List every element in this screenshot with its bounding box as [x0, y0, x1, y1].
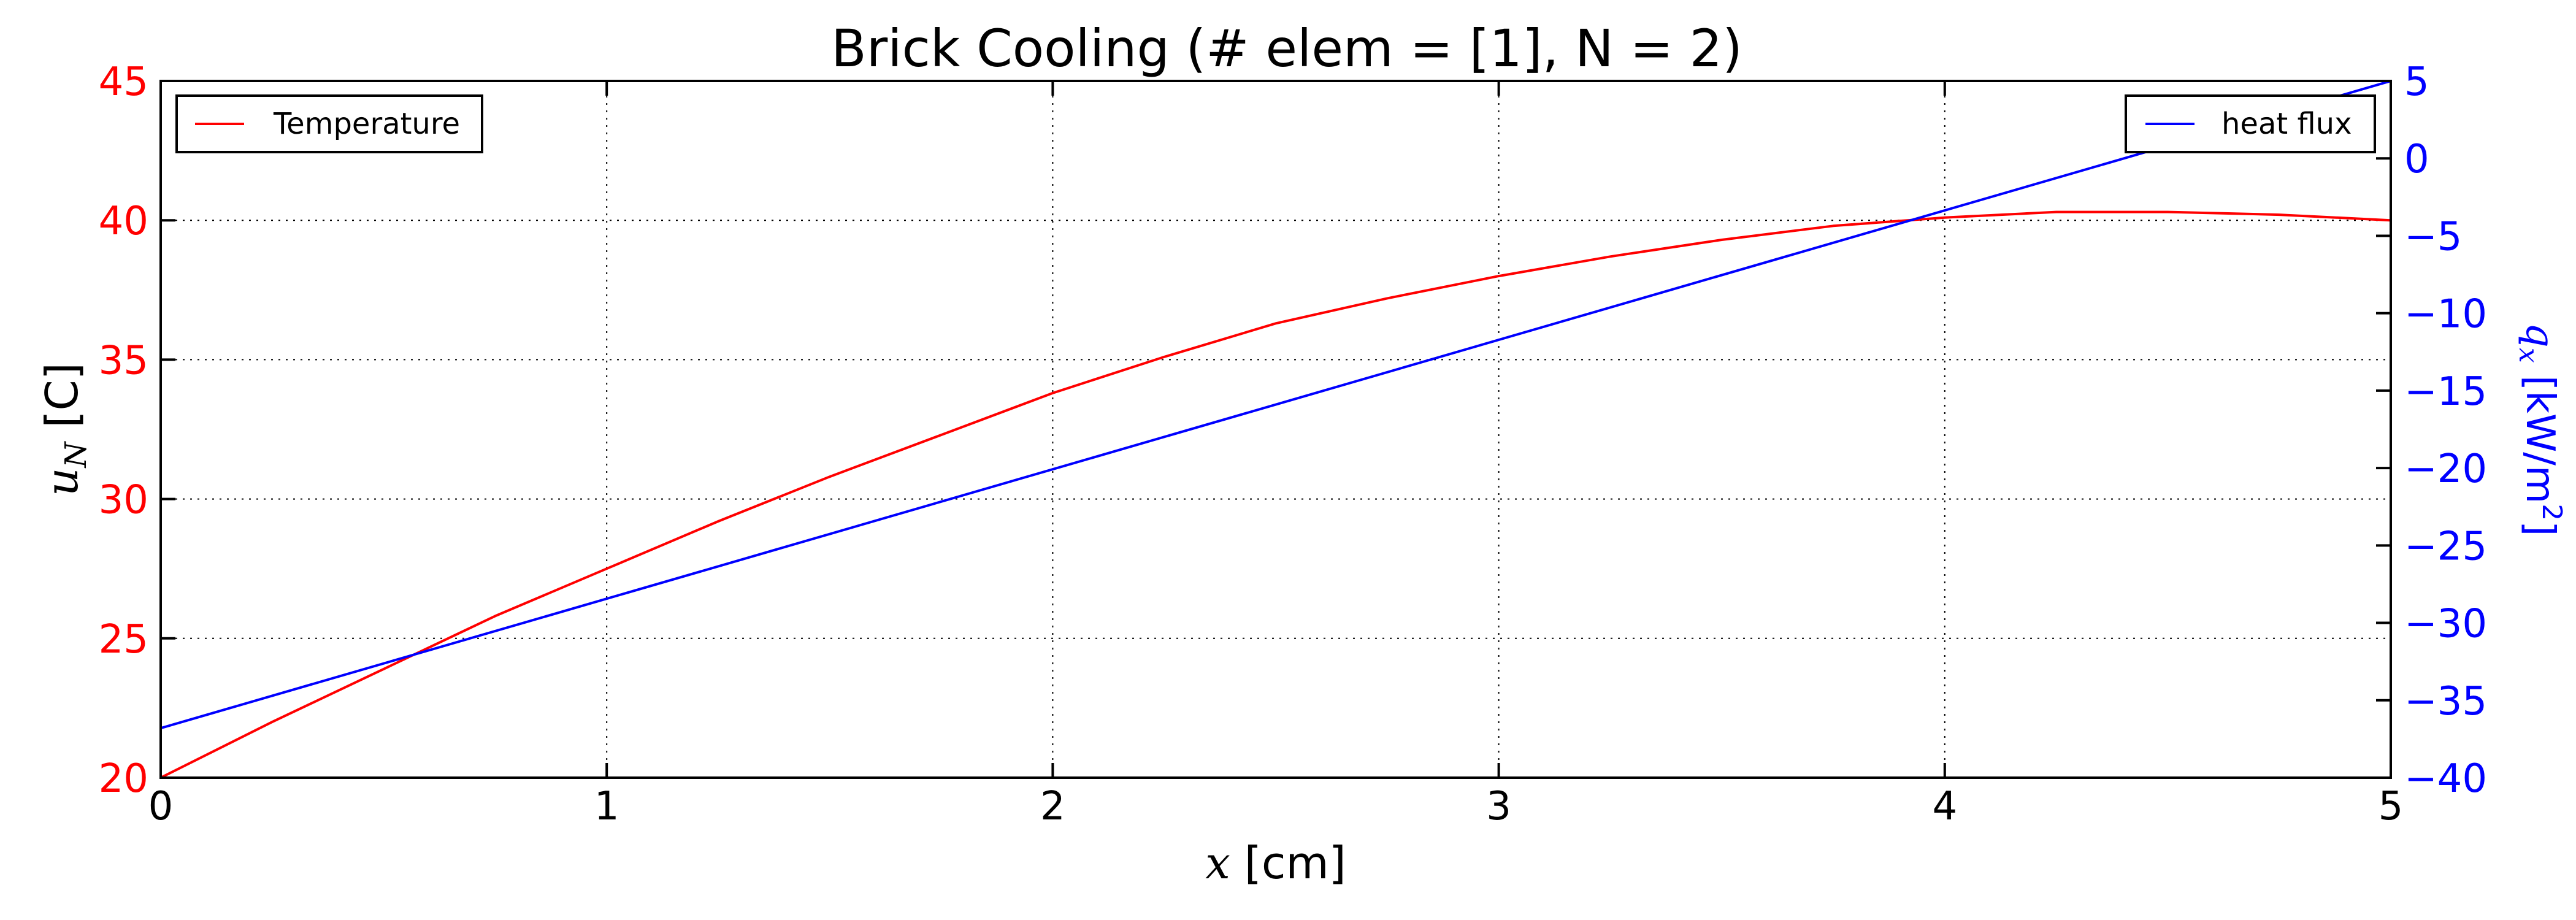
y-right-tick-label: −10 — [2404, 292, 2487, 337]
x-tick-label: 4 — [1932, 784, 1957, 829]
y-right-tick-label: 0 — [2404, 137, 2429, 182]
y-right-tick-label: −35 — [2404, 679, 2487, 724]
y-left-axis-label: uN [C] — [36, 362, 93, 496]
x-tick-label: 1 — [594, 784, 619, 829]
legend-heat-flux: heat flux — [2125, 94, 2376, 153]
y-right-tick-label: −15 — [2404, 369, 2487, 415]
y-left-tick-label: 25 — [99, 617, 148, 662]
y-right-tick-label: −30 — [2404, 602, 2487, 647]
y-left-tick-label: 30 — [99, 478, 148, 523]
x-tick-label: 3 — [1486, 784, 1511, 829]
y-right-tick-label: −5 — [2404, 214, 2462, 259]
y-right-axis-label: qx [kW/m2] — [2513, 323, 2567, 536]
series-line-temperature — [161, 210, 2391, 778]
x-tick-label: 5 — [2379, 784, 2404, 829]
y-left-tick-label: 20 — [99, 756, 148, 802]
legend-label-heat-flux: heat flux — [2221, 107, 2352, 141]
y-right-tick-label: −40 — [2404, 756, 2487, 802]
legend-temperature: Temperature — [175, 94, 483, 153]
x-axis-label: x [cm] — [1205, 837, 1346, 889]
x-tick-label: 0 — [148, 784, 174, 829]
axis-ticks: 0 1 2 3 4 5202530354045−40−35−30−25−20−15−10−… — [99, 59, 2488, 829]
y-right-tick-label: 5 — [2404, 59, 2429, 105]
grid-lines — [161, 81, 2391, 778]
series-line-heat-flux — [161, 81, 2391, 730]
legend-label-temperature: Temperature — [273, 107, 460, 141]
y-left-tick-label: 40 — [99, 199, 148, 244]
chart-title: Brick Cooling (# elem = [1], N = 2) — [831, 18, 1742, 79]
series-layer — [161, 81, 2391, 778]
y-left-tick-label: 35 — [99, 338, 148, 383]
plot-frame — [159, 80, 2392, 779]
y-right-tick-label: −20 — [2404, 447, 2487, 492]
y-left-tick-label: 45 — [99, 59, 148, 105]
y-right-tick-label: −25 — [2404, 524, 2487, 569]
x-tick-label: 2 — [1040, 784, 1065, 829]
